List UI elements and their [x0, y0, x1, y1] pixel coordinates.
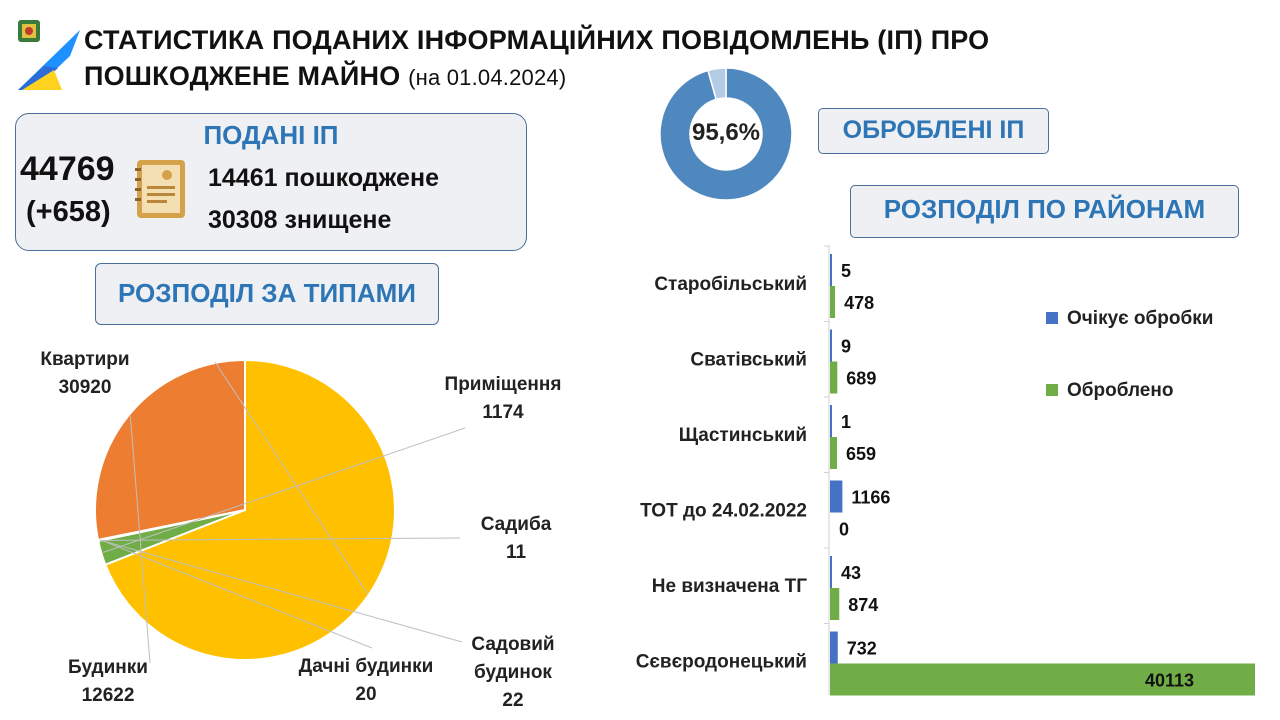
- legend-swatch: [1046, 312, 1058, 324]
- bar-value-label: 478: [844, 293, 874, 313]
- bar: [830, 405, 832, 437]
- districts-label: РОЗПОДІЛ ПО РАЙОНАМ: [883, 194, 1206, 224]
- logo-graphic: [18, 20, 80, 90]
- title-text: ПОШКОДЖЕНЕ МАЙНО: [84, 61, 401, 91]
- submitted-delta: (+658): [26, 196, 111, 228]
- pie-label: будинок: [474, 662, 552, 683]
- bar-value-label: 874: [848, 595, 878, 615]
- bar: [830, 437, 837, 469]
- category-label: Не визначена ТГ: [652, 576, 807, 597]
- types-pie-chart: Квартири 30920 Приміщення 1174 Садиба 11 Садов…: [40, 349, 562, 711]
- title-line-1: СТАТИСТИКА ПОДАНИХ ІНФОРМАЦІЙНИХ ПОВІДОМ…: [84, 25, 990, 55]
- pie-leader-line: [103, 427, 466, 553]
- page-title: СТАТИСТИКА ПОДАНИХ ІНФОРМАЦІЙНИХ ПОВІДОМ…: [84, 22, 989, 96]
- donut-segment-processed: [659, 67, 793, 201]
- pie-label: Садовий: [471, 634, 554, 655]
- bar: [830, 663, 1255, 696]
- bar-value-label: 659: [846, 444, 876, 464]
- districts-label-panel: РОЗПОДІЛ ПО РАЙОНАМ: [850, 185, 1239, 238]
- category-label: Щастинський: [679, 425, 807, 446]
- districts-bar-chart: Старобільський 5 478 Сватівський 9 689 Щастинс…: [636, 245, 1255, 696]
- bar-value-label: 1166: [851, 488, 890, 508]
- pie-leader-line: [100, 537, 461, 541]
- donut-segment-pending: [707, 67, 727, 101]
- bar: [830, 286, 836, 318]
- pie-label: Будинки: [68, 657, 148, 678]
- title-date: (на 01.04.2024): [408, 65, 567, 90]
- types-label-panel: РОЗПОДІЛ ЗА ТИПАМИ: [95, 263, 439, 325]
- bar: [830, 361, 838, 394]
- bar: [830, 254, 832, 286]
- pie-label: Приміщення: [445, 374, 562, 395]
- bar: [830, 556, 832, 588]
- bar: [830, 480, 843, 513]
- bar-value-label: 5: [841, 261, 851, 281]
- pie-leader-line: [99, 539, 373, 649]
- pie-label: 12622: [82, 685, 135, 706]
- bar-value-label: 43: [841, 563, 861, 583]
- processed-label: ОБРОБЛЕНІ ІП: [842, 116, 1025, 144]
- submitted-damaged: 14461 пошкоджене: [208, 164, 439, 192]
- pie-label: 22: [502, 690, 523, 711]
- bar-value-label: 40113: [1145, 671, 1194, 691]
- processed-donut: 95,6%: [659, 67, 793, 201]
- pie-leader-line: [99, 539, 463, 643]
- pie-leader-line: [214, 361, 368, 594]
- bar-value-label: 732: [847, 639, 877, 659]
- bar-value-label: 9: [841, 337, 851, 357]
- pie-label: Квартири: [40, 349, 129, 370]
- processed-label-panel: ОБРОБЛЕНІ ІП: [818, 108, 1049, 154]
- legend-swatch: [1046, 384, 1058, 396]
- bar-value-label: 1: [841, 412, 851, 432]
- pie-label: 11: [506, 542, 527, 563]
- pie-leader-line: [129, 416, 151, 664]
- category-label: Сватівський: [690, 350, 807, 371]
- pie-label: 20: [355, 684, 376, 705]
- submitted-label: ПОДАНІ ІП: [203, 120, 339, 150]
- pie-label: 1174: [482, 402, 524, 423]
- pie-label: 30920: [59, 377, 112, 398]
- title-line-2: ПОШКОДЖЕНЕ МАЙНО (на 01.04.2024): [84, 58, 989, 96]
- types-label: РОЗПОДІЛ ЗА ТИПАМИ: [118, 278, 416, 308]
- bar-value-label: 689: [846, 369, 876, 389]
- submitted-panel: ПОДАНІ ІП: [15, 113, 527, 251]
- bar: [830, 631, 838, 664]
- category-label: Сєвєродонецький: [636, 652, 807, 673]
- submitted-destroyed: 30308 знищене: [208, 206, 392, 234]
- bar: [830, 329, 832, 362]
- category-label: Старобільський: [654, 274, 807, 295]
- pie-label: Дачні будинки: [299, 656, 434, 677]
- legend-label: Оброблено: [1067, 380, 1173, 401]
- category-label: ТОТ до 24.02.2022: [640, 501, 807, 522]
- processed-percent: 95,6%: [692, 119, 760, 146]
- pie-label: Садиба: [481, 514, 552, 535]
- pie-slice: [94, 358, 246, 542]
- legend-label: Очікує обробки: [1067, 308, 1213, 329]
- submitted-total: 44769: [20, 150, 115, 188]
- pie-slice: [104, 358, 396, 661]
- bar-value-label: 0: [839, 520, 849, 540]
- document-icon: [135, 158, 187, 220]
- bar: [830, 588, 840, 620]
- logo: [14, 18, 84, 94]
